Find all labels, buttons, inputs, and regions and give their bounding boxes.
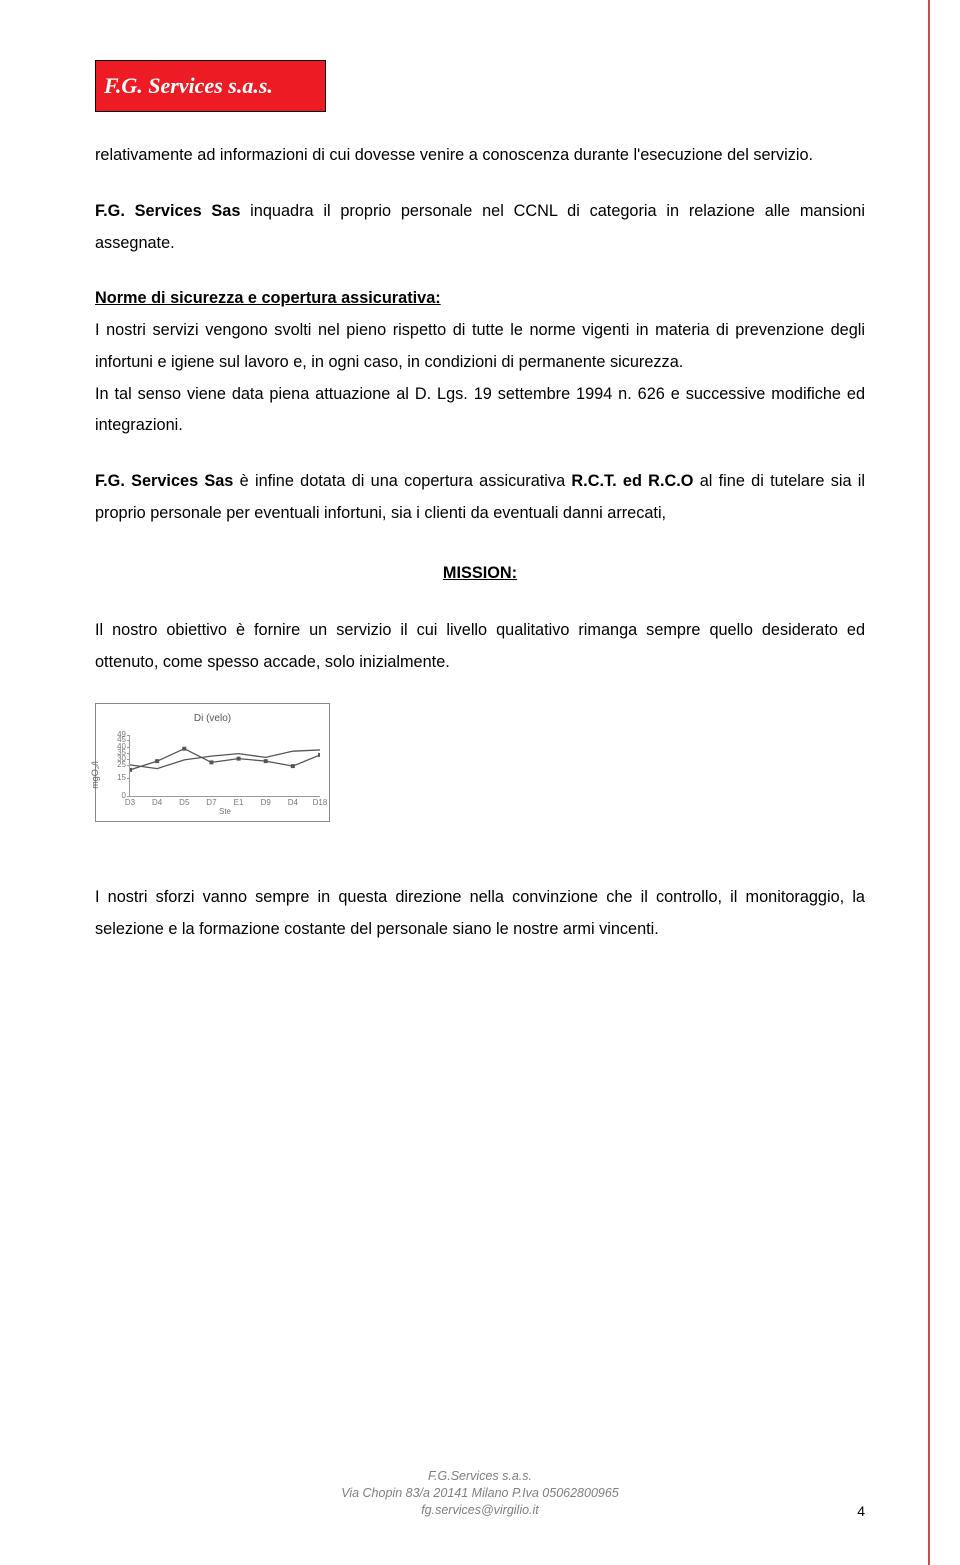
company-name-bold-2: F.G. Services Sas [95,472,233,490]
y-tick-mark [127,735,130,736]
document-body: relativamente ad informazioni di cui dov… [95,140,865,946]
paragraph-ccnl: F.G. Services Sas inquadra il proprio pe… [95,196,865,260]
footer-line-2: Via Chopin 83/a 20141 Milano P.Iva 05062… [0,1485,960,1502]
rct-rco: R.C.T. ed R.C.O [571,472,693,490]
y-tick-mark [127,740,130,741]
x-tick-label: D3 [125,795,135,811]
x-tick-label: D18 [313,795,328,811]
logo-text: F.G. Services s.a.s. [104,73,273,99]
footer-line-3: fg.services@virgilio.it [0,1502,960,1519]
chart-ylabel: mgO₂/l [87,762,105,790]
mission-heading: MISSION: [95,558,865,590]
paragraph-closing: I nostri sforzi vanno sempre in questa d… [95,882,865,946]
y-tick-mark [127,778,130,779]
quality-chart: Di (velo) mgO₂/l Ste 015253035404549D3D4… [95,703,330,823]
x-tick-label: E1 [234,795,244,811]
company-name-bold: F.G. Services Sas [95,202,240,220]
paragraph-norme: Norme di sicurezza e copertura assicurat… [95,283,865,442]
x-tick-label: D4 [152,795,162,811]
chart-plot: Ste 015253035404549D3D4D5D7E1D9D4D18 [129,735,320,797]
x-tick-label: D7 [206,795,216,811]
company-logo: F.G. Services s.a.s. [95,60,326,112]
y-tick-mark [127,747,130,748]
footer-line-1: F.G.Services s.a.s. [0,1468,960,1485]
chart-title: Di (velo) [101,709,324,729]
chart-area: mgO₂/l Ste 015253035404549D3D4D5D7E1D9D4… [101,731,324,819]
page-footer: F.G.Services s.a.s. Via Chopin 83/a 2014… [0,1468,960,1519]
x-tick-label: D5 [179,795,189,811]
y-tick-mark [127,759,130,760]
chart-x-sublabel: Ste [219,804,231,820]
x-tick-label: D9 [261,795,271,811]
norme-text-b: In tal senso viene data piena attuazione… [95,385,865,435]
chart-svg [130,735,320,796]
copertura-mid: è infine dotata di una copertura assicur… [233,472,571,490]
page-right-rule [928,0,930,1565]
y-tick-label: 0 [106,789,126,805]
paragraph-intro: relativamente ad informazioni di cui dov… [95,140,865,172]
y-tick-mark [127,765,130,766]
paragraph-mission: Il nostro obiettivo è fornire un servizi… [95,615,865,679]
paragraph-copertura: F.G. Services Sas è infine dotata di una… [95,466,865,530]
x-tick-label: D4 [288,795,298,811]
y-tick-mark [127,753,130,754]
y-tick-label: 49 [106,728,126,744]
page-number: 4 [857,1503,865,1519]
norme-text-a: I nostri servizi vengono svolti nel pien… [95,321,865,371]
norme-heading: Norme di sicurezza e copertura assicurat… [95,289,441,307]
